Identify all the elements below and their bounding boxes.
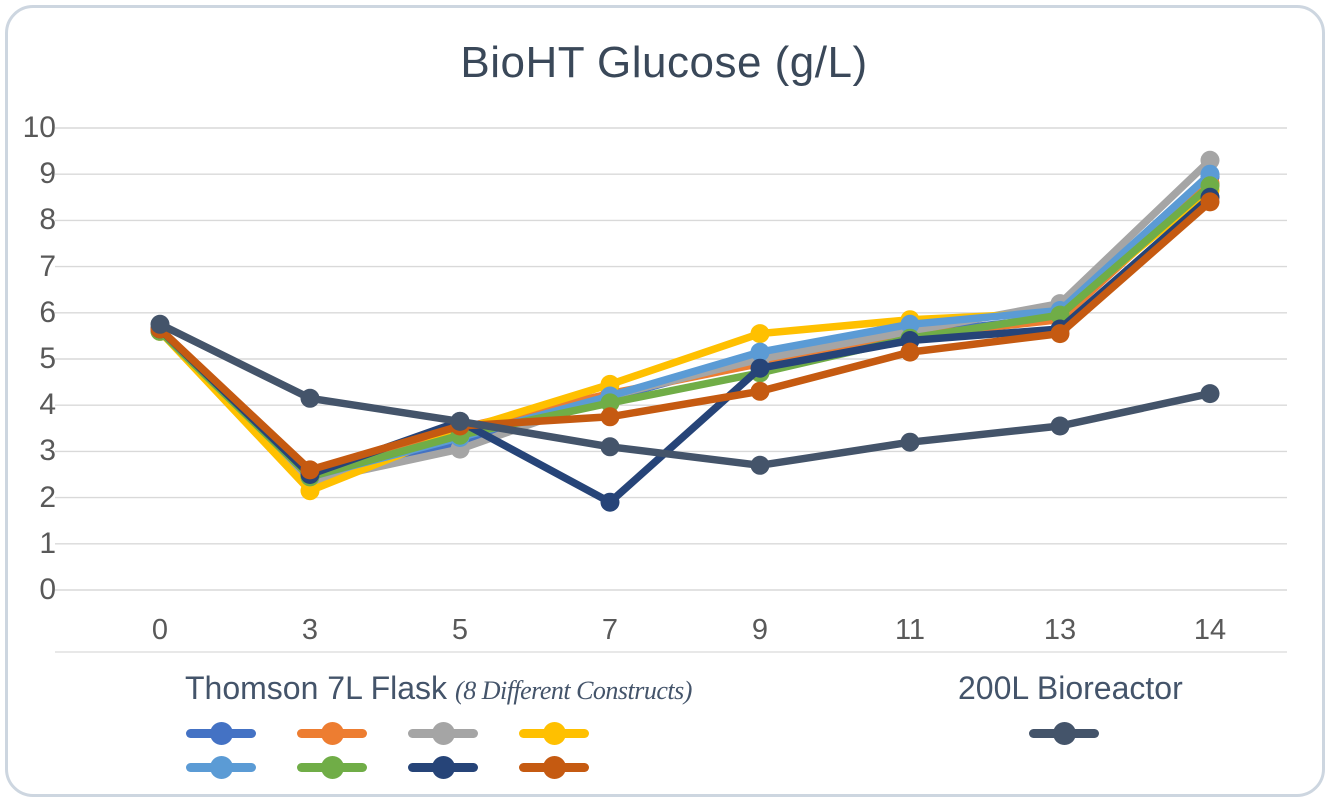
y-tick-label-4: 4 xyxy=(39,388,56,422)
legend-group-flask: Thomson 7L Flask (8 Different Constructs) xyxy=(185,670,692,707)
y-tick-label-10: 10 xyxy=(22,111,56,144)
data-point-bioreactor-200l xyxy=(600,437,620,457)
legend-marker xyxy=(210,756,233,779)
y-tick-label-9: 9 xyxy=(39,157,56,191)
y-tick-label-8: 8 xyxy=(39,203,56,237)
data-point-bioreactor-200l xyxy=(900,432,920,452)
legend-flask-label: Thomson 7L Flask xyxy=(185,670,448,706)
legend-swatch-flask-construct-navy xyxy=(406,753,482,781)
legend-swatch-flask-construct-green xyxy=(295,753,371,781)
x-tick-label-9: 9 xyxy=(751,614,769,646)
data-point-flask-construct-brown xyxy=(1050,324,1070,344)
data-point-flask-construct-green xyxy=(600,393,620,413)
legend-marker xyxy=(432,756,455,779)
x-tick-label-13: 13 xyxy=(1043,614,1077,646)
legend-marker xyxy=(210,722,233,745)
legend-marker xyxy=(543,756,566,779)
series-line-flask-construct-yellow xyxy=(156,186,1214,495)
legend-marker xyxy=(432,722,455,745)
data-point-bioreactor-200l xyxy=(750,455,770,475)
data-point-flask-construct-brown xyxy=(750,381,770,401)
legend-marker xyxy=(321,756,344,779)
data-point-flask-construct-brown xyxy=(1200,192,1220,212)
legend-marker xyxy=(1053,722,1076,745)
data-point-bioreactor-200l xyxy=(1200,384,1220,404)
series-line-flask-construct-green xyxy=(156,182,1214,481)
y-tick-label-3: 3 xyxy=(39,434,56,468)
data-point-flask-construct-brown xyxy=(900,342,920,362)
x-tick-label-11: 11 xyxy=(894,614,926,646)
data-point-flask-construct-brown xyxy=(300,460,320,480)
legend-marker xyxy=(321,722,344,745)
y-tick-label-0: 0 xyxy=(39,573,56,606)
chart-title: BioHT Glucose (g/L) xyxy=(460,38,868,87)
data-point-flask-construct-yellow xyxy=(300,481,320,501)
legend-group-bioreactor: 200L Bioreactor xyxy=(958,670,1183,707)
data-point-bioreactor-200l xyxy=(150,314,170,334)
legend-flask-sublabel: (8 Different Constructs) xyxy=(455,676,692,705)
data-point-bioreactor-200l xyxy=(300,388,320,408)
data-point-flask-construct-lightblue xyxy=(900,314,920,334)
legend-swatch-flask-construct-blue xyxy=(184,719,260,747)
y-tick-label-2: 2 xyxy=(39,480,56,514)
y-tick-label-6: 6 xyxy=(39,295,56,329)
data-point-flask-construct-lightblue xyxy=(750,342,770,362)
x-tick-label-14: 14 xyxy=(1193,614,1227,646)
data-point-flask-construct-navy xyxy=(750,358,770,378)
series-line-bioreactor-200l xyxy=(156,320,1214,470)
legend-marker xyxy=(543,722,566,745)
data-point-bioreactor-200l xyxy=(450,411,470,431)
data-point-bioreactor-200l xyxy=(1050,416,1070,436)
x-tick-label-0: 0 xyxy=(151,614,169,646)
data-point-flask-construct-gray xyxy=(1200,150,1220,170)
y-tick-label-5: 5 xyxy=(39,342,56,375)
y-tick-label-1: 1 xyxy=(39,526,56,560)
legend-swatch-flask-construct-brown xyxy=(517,753,593,781)
data-point-flask-construct-brown xyxy=(600,407,620,427)
y-tick-label-7: 7 xyxy=(39,249,56,283)
legend-swatch-flask-construct-orange xyxy=(295,719,371,747)
legend-swatch-flask-construct-yellow xyxy=(517,719,593,747)
legend-swatch-flask-construct-lightblue xyxy=(184,753,260,781)
legend-swatch-bioreactor-200l xyxy=(1027,719,1103,747)
x-tick-label-3: 3 xyxy=(301,614,319,646)
x-tick-label-7: 7 xyxy=(601,614,619,646)
data-point-flask-construct-navy xyxy=(600,492,620,512)
legend-bioreactor-label: 200L Bioreactor xyxy=(958,670,1183,706)
x-tick-label-5: 5 xyxy=(451,614,469,646)
series-line-flask-construct-brown xyxy=(156,198,1214,474)
legend-swatch-flask-construct-gray xyxy=(406,719,482,747)
data-point-flask-construct-yellow xyxy=(750,324,770,344)
